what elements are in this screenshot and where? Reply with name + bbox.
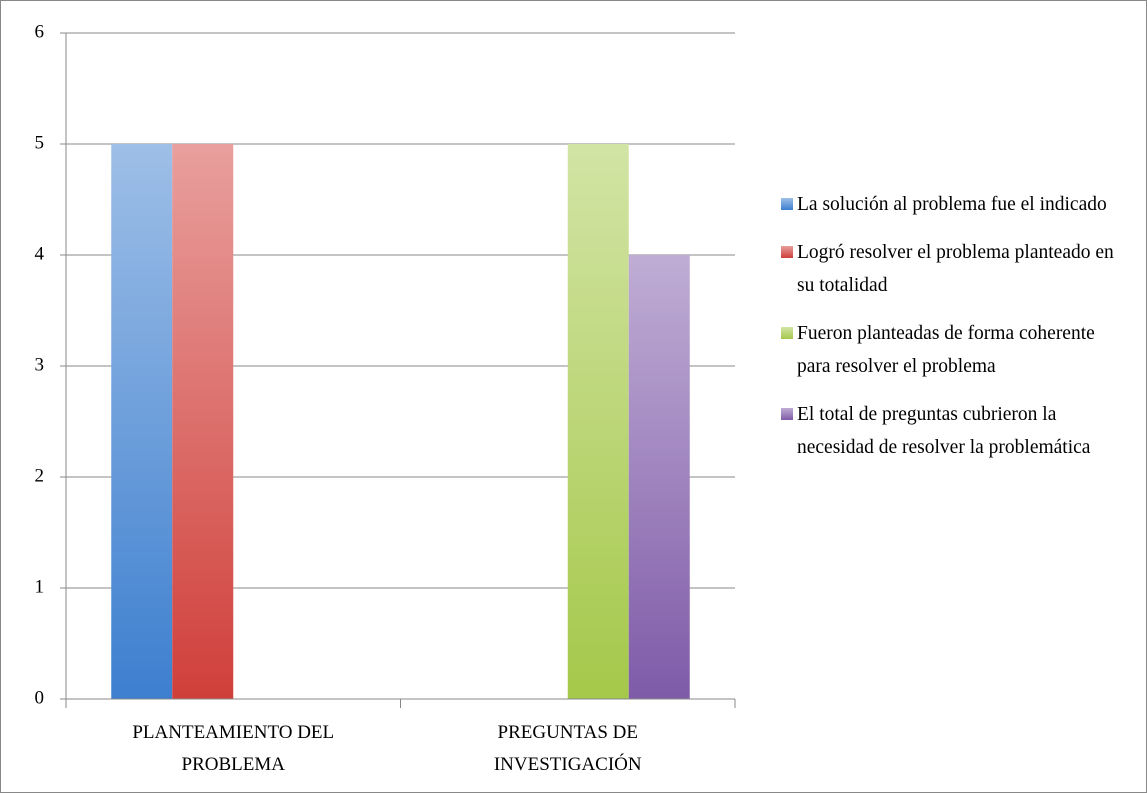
y-tick-label: 1 [35,576,45,597]
y-tick-label: 0 [35,687,45,708]
x-tick-label: PLANTEAMIENTO DEL PROBLEMA [132,722,334,775]
y-tick-label: 6 [35,21,45,42]
bar [567,144,629,699]
bar [172,144,234,699]
legend-label: El total de preguntas cubrieron la neces… [797,404,1091,458]
legend-item: La solución al problema fue el indicado [780,188,1130,221]
bar [111,144,173,699]
y-tick-label: 3 [35,354,45,375]
legend-item: El total de preguntas cubrieron la neces… [780,398,1130,464]
legend: La solución al problema fue el indicado L… [780,188,1130,479]
x-tick-label: PREGUNTAS DE INVESTIGACIÓN [494,722,642,775]
legend-swatch [781,408,793,420]
legend-label: Logró resolver el problema planteado en … [797,242,1114,296]
legend-label: La solución al problema fue el indicado [797,194,1107,215]
bar [628,255,690,699]
legend-item: Fueron planteadas de forma coherente par… [780,317,1130,383]
legend-item: Logró resolver el problema planteado en … [780,236,1130,302]
legend-swatch [781,327,793,339]
legend-label: Fueron planteadas de forma coherente par… [797,323,1095,377]
y-tick-label: 5 [35,132,45,153]
legend-swatch [781,198,793,210]
legend-swatch [781,246,793,258]
y-tick-label: 4 [35,243,45,264]
y-tick-label: 2 [35,465,45,486]
